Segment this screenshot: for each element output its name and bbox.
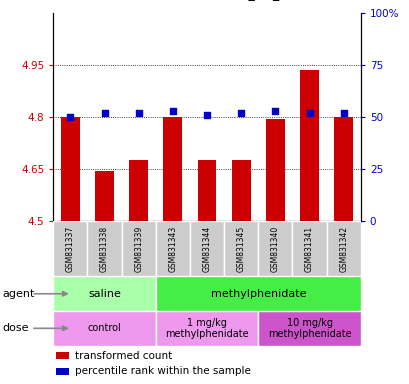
Text: GSM831337: GSM831337 xyxy=(66,225,75,272)
Bar xyxy=(155,311,258,346)
Text: transformed count: transformed count xyxy=(74,351,172,361)
Bar xyxy=(129,161,148,221)
Bar xyxy=(121,221,155,276)
Bar xyxy=(292,221,326,276)
Bar xyxy=(56,368,69,375)
Bar xyxy=(333,117,352,221)
Point xyxy=(306,110,312,116)
Text: GSM831340: GSM831340 xyxy=(270,225,279,272)
Text: control: control xyxy=(88,323,121,333)
Bar xyxy=(265,119,284,221)
Bar xyxy=(95,171,114,221)
Text: GSM831341: GSM831341 xyxy=(304,225,313,272)
Text: agent: agent xyxy=(2,289,34,299)
Bar xyxy=(258,311,360,346)
Text: dose: dose xyxy=(2,323,29,333)
Text: 10 mg/kg
methylphenidate: 10 mg/kg methylphenidate xyxy=(267,318,351,339)
Point xyxy=(203,112,210,118)
Bar xyxy=(224,221,258,276)
Text: GSM831343: GSM831343 xyxy=(168,225,177,272)
Bar xyxy=(326,221,360,276)
Text: GSM831345: GSM831345 xyxy=(236,225,245,272)
Bar xyxy=(53,221,87,276)
Bar xyxy=(231,161,250,221)
Bar xyxy=(163,117,182,221)
Text: methylphenidate: methylphenidate xyxy=(210,289,305,299)
Text: 1 mg/kg
methylphenidate: 1 mg/kg methylphenidate xyxy=(165,318,248,339)
Bar xyxy=(53,276,155,311)
Bar xyxy=(87,221,121,276)
Point xyxy=(237,110,244,116)
Point xyxy=(67,114,74,120)
Text: GSM831338: GSM831338 xyxy=(100,225,109,272)
Bar xyxy=(258,221,292,276)
Point xyxy=(135,110,142,116)
Bar xyxy=(56,352,69,359)
Bar xyxy=(155,221,189,276)
Text: saline: saline xyxy=(88,289,121,299)
Text: GSM831339: GSM831339 xyxy=(134,225,143,272)
Point xyxy=(169,108,176,114)
Bar xyxy=(189,221,224,276)
Text: GSM831344: GSM831344 xyxy=(202,225,211,272)
Bar xyxy=(61,117,80,221)
Bar xyxy=(155,276,360,311)
Point xyxy=(101,110,108,116)
Bar xyxy=(197,161,216,221)
Bar xyxy=(299,70,318,221)
Point xyxy=(339,110,346,116)
Text: GSM831342: GSM831342 xyxy=(338,225,347,272)
Bar xyxy=(53,311,155,346)
Text: percentile rank within the sample: percentile rank within the sample xyxy=(74,366,250,376)
Point xyxy=(272,108,278,114)
